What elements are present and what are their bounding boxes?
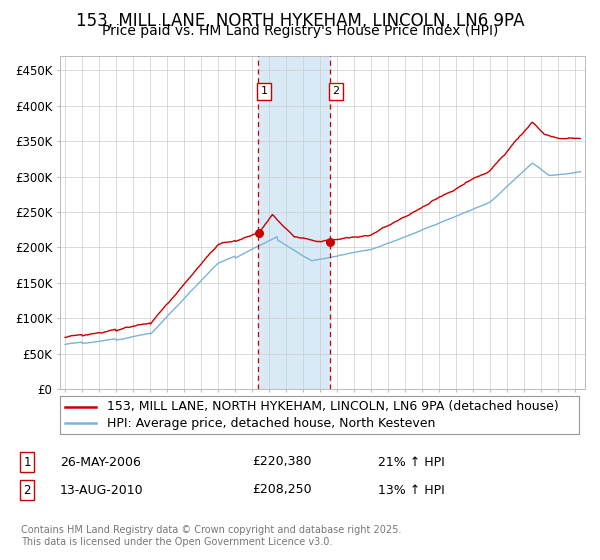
Text: 13% ↑ HPI: 13% ↑ HPI bbox=[378, 483, 445, 497]
Bar bbox=[259, 56, 331, 389]
Text: 2: 2 bbox=[332, 86, 340, 96]
Text: HPI: Average price, detached house, North Kesteven: HPI: Average price, detached house, Nort… bbox=[107, 417, 435, 430]
Text: 21% ↑ HPI: 21% ↑ HPI bbox=[378, 455, 445, 469]
Text: £220,380: £220,380 bbox=[252, 455, 311, 469]
Text: 13-AUG-2010: 13-AUG-2010 bbox=[60, 483, 143, 497]
Text: 1: 1 bbox=[260, 86, 268, 96]
Text: 2: 2 bbox=[23, 483, 31, 497]
Text: Price paid vs. HM Land Registry's House Price Index (HPI): Price paid vs. HM Land Registry's House … bbox=[102, 24, 498, 38]
Text: Contains HM Land Registry data © Crown copyright and database right 2025.
This d: Contains HM Land Registry data © Crown c… bbox=[21, 525, 401, 547]
Text: 1: 1 bbox=[23, 455, 31, 469]
Text: £208,250: £208,250 bbox=[252, 483, 311, 497]
Text: 153, MILL LANE, NORTH HYKEHAM, LINCOLN, LN6 9PA (detached house): 153, MILL LANE, NORTH HYKEHAM, LINCOLN, … bbox=[107, 400, 559, 413]
Text: 26-MAY-2006: 26-MAY-2006 bbox=[60, 455, 141, 469]
Text: 153, MILL LANE, NORTH HYKEHAM, LINCOLN, LN6 9PA: 153, MILL LANE, NORTH HYKEHAM, LINCOLN, … bbox=[76, 12, 524, 30]
